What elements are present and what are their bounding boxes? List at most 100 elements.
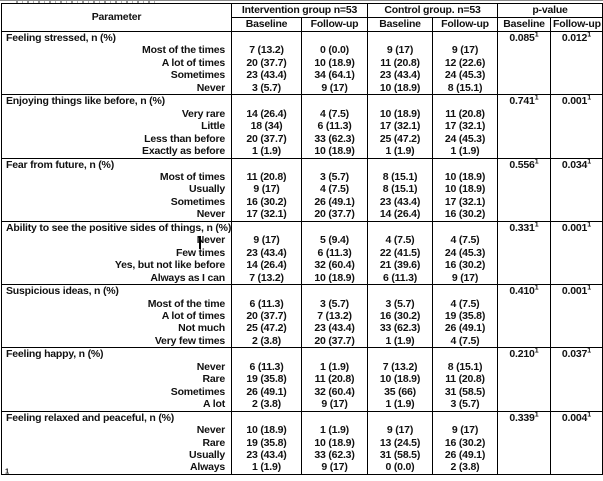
pvalue-followup: 0.012 [561,32,588,44]
section-title-row: Fear from future, n (%) 0.5561 0.0341 [1,157,603,171]
row-label: Less than before [1,132,232,146]
data-row: Usually 9 (17) 4 (7.5) 8 (15.1) 10 (18.9) [1,183,603,196]
empty-cell [550,385,603,399]
value-cell: 6 (11.3) [300,246,369,260]
value-cell: 19 (35.8) [231,373,302,386]
value-cell: 23 (43.4) [367,69,434,82]
empty-cell [367,94,434,108]
empty-cell [300,347,369,361]
value-cell: 9 (17) [432,271,499,285]
empty-cell [497,132,552,146]
data-row: Little 18 (34) 6 (11.3) 17 (32.1) 17 (32.1) [1,120,603,133]
value-cell: 9 (17) [432,424,499,437]
pvalue-baseline-cell: 0.7411 [497,94,552,108]
pvalue-baseline-header: Baseline [497,17,552,32]
value-cell: 18 (34) [231,120,302,133]
empty-cell [497,297,552,310]
value-cell: 1 (1.9) [367,334,434,348]
row-label: Never [1,234,232,247]
value-cell: 4 (7.5) [432,334,499,348]
data-row: Sometimes 23 (43.4) 34 (64.1) 23 (43.4) 24 (… [1,69,603,82]
value-cell: 3 (5.7) [432,398,499,412]
data-row: Usually 23 (43.4) 33 (62.3) 31 (58.5) 26 (49… [1,448,603,462]
value-cell: 4 (7.5) [432,234,499,247]
row-label: Sometimes [1,385,232,399]
empty-cell [550,360,603,374]
value-cell: 9 (17) [231,183,302,196]
row-label: A lot of times [1,309,232,323]
pvalue-superscript: 1 [587,158,592,166]
value-cell: 23 (43.4) [231,246,302,260]
empty-cell [367,31,434,45]
pvalue-followup-cell: 0.0371 [550,347,603,361]
data-row: Exactly as before 1 (1.9) 10 (18.9) 1 (1.9)… [1,145,603,159]
value-cell: 17 (32.1) [432,195,499,209]
row-label: Never [1,424,232,437]
empty-cell [497,44,552,57]
value-cell: 1 (1.9) [367,398,434,412]
value-cell: 21 (39.6) [367,259,434,272]
value-cell: 33 (62.3) [367,322,434,335]
pvalue-followup: 0.004 [561,411,588,424]
value-cell: 24 (45.3) [432,246,499,260]
empty-cell [497,69,552,82]
data-row: Very few times 2 (3.8) 20 (37.7) 1 (1.9) 4 (… [1,334,603,348]
pvalue-baseline-cell: 0.4101 [497,284,552,298]
empty-cell [231,284,302,298]
empty-cell [550,183,603,196]
value-cell: 31 (58.5) [432,385,499,399]
pvalue-superscript: 1 [534,94,539,102]
empty-cell [550,195,603,209]
data-row: Most of the times 7 (13.2) 0 (0.0) 9 (17) 9 … [1,44,603,57]
empty-cell [550,69,603,82]
row-label: Never [1,81,232,95]
empty-cell [432,31,499,45]
empty-cell [550,297,603,310]
empty-cell [497,360,552,374]
empty-cell [300,284,369,298]
section-title-row: Feeling happy, n (%) 0.2101 0.0371 [1,347,603,361]
empty-cell [550,120,603,133]
value-cell: 26 (49.1) [432,322,499,335]
value-cell: 6 (11.3) [231,297,302,310]
empty-cell [550,132,603,146]
value-cell: 35 (66) [367,385,434,399]
value-cell: 10 (18.9) [300,56,369,70]
control-followup-header: Follow-up [432,17,499,32]
value-cell: 2 (3.8) [231,398,302,412]
value-cell: 26 (49.1) [231,385,302,399]
value-cell: 6 (11.3) [367,271,434,285]
value-cell: 4 (7.5) [300,107,369,121]
value-cell: 23 (43.4) [300,322,369,335]
row-label: Sometimes [1,69,232,82]
data-row: Sometimes 16 (30.2) 26 (49.1) 23 (43.4) 17 (… [1,195,603,209]
value-cell: 11 (20.8) [300,373,369,386]
empty-cell [497,448,552,462]
value-cell: 13 (24.5) [367,436,434,449]
pvalue-followup: 0.001 [561,221,588,234]
data-row: Never 3 (5.7) 9 (17) 10 (18.9) 8 (15.1) [1,81,603,95]
value-cell: 10 (18.9) [432,183,499,196]
data-row: Sometimes 26 (49.1) 32 (60.4) 35 (66) 31 (58… [1,385,603,399]
value-cell: 17 (32.1) [432,120,499,133]
data-row: Never 10 (18.9) 1 (1.9) 9 (17) 9 (17) [1,424,603,437]
section-title-row: Feeling stressed, n (%) 0.0851 0.0121 [1,31,603,45]
intervention-followup-header: Follow-up [300,17,369,32]
pvalue-followup-cell: 0.0011 [550,94,603,108]
pvalue-followup-cell: 0.0341 [550,157,603,171]
pvalue-superscript: 1 [587,221,592,229]
empty-cell [550,107,603,121]
value-cell: 17 (32.1) [231,208,302,222]
empty-cell [497,81,552,95]
row-label: A lot [1,398,232,412]
control-baseline-header: Baseline [367,17,434,32]
value-cell: 6 (11.3) [300,120,369,133]
value-cell: 25 (47.2) [367,132,434,146]
value-cell: 33 (62.3) [300,132,369,146]
value-cell: 17 (32.1) [367,120,434,133]
value-cell: 7 (13.2) [231,271,302,285]
value-cell: 1 (1.9) [300,360,369,374]
pvalue-superscript: 1 [587,347,592,355]
pvalue-superscript: 1 [587,411,592,419]
